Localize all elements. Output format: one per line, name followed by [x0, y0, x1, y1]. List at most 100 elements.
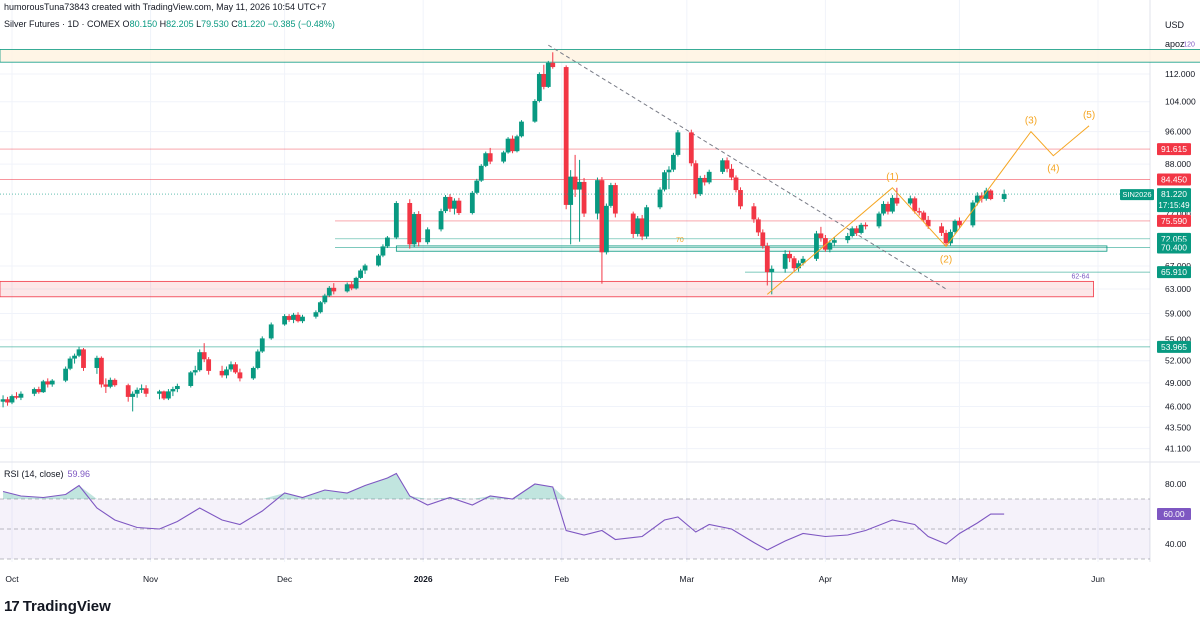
candle: [791, 258, 797, 269]
wave-label: (5): [1083, 110, 1095, 121]
candle: [438, 211, 444, 230]
candle: [693, 163, 699, 195]
candle: [688, 132, 694, 164]
candle: [447, 196, 453, 209]
level-price-label: 91.615: [1161, 144, 1187, 154]
low-label: L: [196, 19, 202, 29]
time-tick-label: Nov: [143, 574, 159, 584]
candle: [921, 212, 927, 220]
candle: [295, 314, 301, 322]
candle: [219, 370, 225, 376]
candle: [425, 229, 431, 243]
candle: [317, 302, 323, 313]
candle: [255, 351, 261, 368]
zones: 120 62-64 70: [0, 41, 1200, 298]
open-value: 80.150: [129, 19, 158, 29]
candle: [72, 355, 77, 359]
candle: [286, 316, 292, 320]
candle: [639, 218, 645, 237]
candle: [612, 185, 618, 214]
countdown-label: 17:15:49: [1158, 201, 1190, 210]
price-axis[interactable]: 112.000 104.000 96.000 88.000 77.000 67.000 63…: [0, 69, 1196, 549]
candle: [831, 240, 837, 243]
candle: [550, 62, 556, 68]
candle: [469, 192, 475, 214]
candle: [282, 316, 288, 325]
price-tick-label: 67.000: [1165, 261, 1191, 271]
level-price-tag: [1157, 143, 1191, 156]
symbol-legend[interactable]: Silver Futures · 1D · COMEX O80.150 H82.…: [4, 19, 335, 29]
candle: [344, 284, 350, 292]
candle: [166, 391, 171, 399]
candle: [143, 388, 149, 394]
wave-label: (2): [940, 254, 952, 265]
change-value: −0.385 (−0.48%): [267, 19, 335, 29]
rsi-tick-label: 40.00: [1165, 539, 1187, 549]
candle: [157, 391, 162, 394]
candle: [197, 352, 203, 371]
zone-120: [0, 49, 1200, 63]
candle: [536, 74, 542, 101]
candle: [353, 277, 359, 289]
candle: [107, 379, 113, 387]
candle: [206, 359, 212, 371]
unit-label[interactable]: apoz: [1165, 39, 1185, 49]
candle: [483, 153, 489, 166]
price-tick-label: 55.000: [1165, 335, 1191, 345]
candle: [751, 206, 757, 220]
candle: [724, 160, 730, 169]
level-price-tag: [1157, 241, 1191, 254]
candle: [326, 287, 332, 296]
candle: [822, 238, 828, 250]
candle: [608, 185, 614, 206]
candle: [541, 74, 547, 87]
close-label: C: [231, 19, 238, 29]
candle: [268, 324, 274, 339]
candle: [1001, 194, 1007, 200]
candle: [510, 138, 515, 152]
candle: [876, 213, 882, 227]
candle: [456, 200, 462, 214]
tradingview-brand[interactable]: 17 TradingView: [4, 598, 111, 615]
currency-label[interactable]: USD: [1165, 20, 1185, 30]
candle: [581, 181, 587, 214]
ticker-tag: [1120, 189, 1154, 201]
candle: [912, 198, 918, 212]
rsi-value-tag: [1157, 508, 1191, 521]
price-tick-label: 96.000: [1165, 127, 1191, 137]
candle: [764, 245, 770, 273]
candle: [224, 369, 229, 376]
level-price-label: 65.910: [1161, 267, 1187, 277]
candle: [112, 379, 118, 386]
candle: [81, 349, 86, 368]
candle: [706, 171, 712, 183]
candle: [957, 220, 962, 226]
last-price-tag: [1157, 188, 1191, 213]
time-tick-label: Feb: [554, 574, 569, 584]
high-value: 82.205: [166, 19, 194, 29]
level-price-tag: [1157, 214, 1191, 227]
low-value: 79.530: [201, 19, 229, 29]
candle: [849, 228, 855, 237]
zone-70: [395, 245, 1108, 252]
last-price-label: 81.220: [1161, 189, 1187, 199]
candle: [519, 121, 524, 137]
time-axis[interactable]: Oct Nov Dec 2026 Feb Mar Apr May Jun: [5, 574, 1105, 584]
candle: [925, 219, 931, 227]
candle: [487, 153, 493, 162]
time-tick-label: Jun: [1091, 574, 1105, 584]
rsi-legend[interactable]: RSI (14, close) 59.96: [4, 469, 90, 479]
candle: [94, 357, 100, 368]
candle: [380, 246, 386, 256]
zone-62-64: [0, 280, 1094, 298]
candle: [943, 232, 949, 244]
candle: [760, 232, 766, 246]
candle: [0, 399, 6, 402]
candle: [733, 177, 739, 191]
candle: [31, 389, 37, 394]
candle: [881, 203, 886, 214]
candle: [666, 169, 672, 173]
candle: [188, 372, 194, 386]
candle: [948, 231, 953, 244]
candle: [67, 358, 73, 369]
